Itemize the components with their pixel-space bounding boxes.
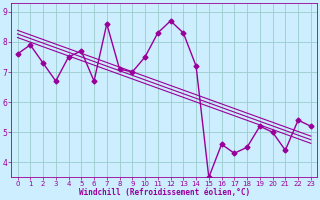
X-axis label: Windchill (Refroidissement éolien,°C): Windchill (Refroidissement éolien,°C) bbox=[79, 188, 250, 197]
